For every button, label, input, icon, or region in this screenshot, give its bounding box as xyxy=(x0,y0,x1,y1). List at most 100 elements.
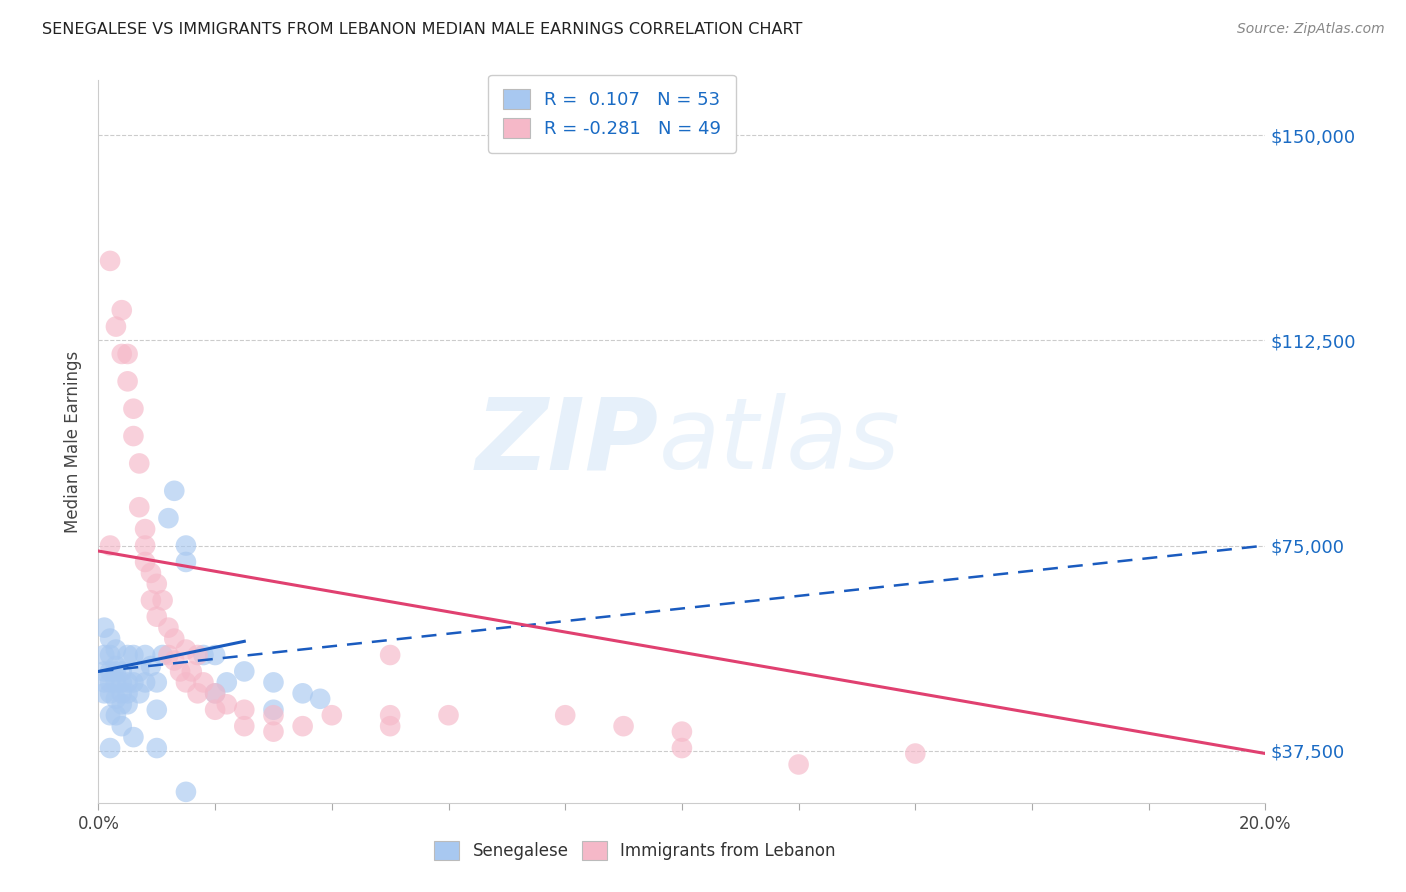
Point xyxy=(122,648,145,662)
Point xyxy=(122,429,145,443)
Point xyxy=(169,665,191,679)
Point xyxy=(93,621,115,635)
Point xyxy=(98,675,121,690)
Point xyxy=(128,686,150,700)
Point xyxy=(98,539,121,553)
Point xyxy=(146,703,169,717)
Text: atlas: atlas xyxy=(658,393,900,490)
Point xyxy=(152,648,174,662)
Point xyxy=(104,319,127,334)
Point xyxy=(291,719,314,733)
Point xyxy=(904,747,927,761)
Point xyxy=(117,675,139,690)
Point xyxy=(117,374,139,388)
Point xyxy=(309,691,332,706)
Point xyxy=(174,539,197,553)
Point xyxy=(146,741,169,756)
Point xyxy=(93,665,115,679)
Point xyxy=(671,724,693,739)
Point xyxy=(612,719,634,733)
Point xyxy=(187,686,209,700)
Point xyxy=(111,675,134,690)
Point xyxy=(174,642,197,657)
Point xyxy=(134,539,156,553)
Point xyxy=(139,593,162,607)
Point xyxy=(117,698,139,712)
Point xyxy=(554,708,576,723)
Point xyxy=(193,648,215,662)
Point xyxy=(163,483,186,498)
Point xyxy=(146,609,169,624)
Point xyxy=(671,741,693,756)
Point xyxy=(111,347,134,361)
Point xyxy=(180,665,202,679)
Point xyxy=(111,686,134,700)
Point xyxy=(104,708,127,723)
Point xyxy=(262,675,284,690)
Point xyxy=(128,500,150,515)
Point xyxy=(98,708,121,723)
Point xyxy=(128,665,150,679)
Point xyxy=(380,708,402,723)
Point xyxy=(146,675,169,690)
Point xyxy=(98,253,121,268)
Point xyxy=(163,632,186,646)
Point xyxy=(380,719,402,733)
Point xyxy=(93,686,115,700)
Point xyxy=(98,741,121,756)
Point xyxy=(93,648,115,662)
Point xyxy=(204,686,226,700)
Legend: Senegalese, Immigrants from Lebanon: Senegalese, Immigrants from Lebanon xyxy=(427,835,842,867)
Point xyxy=(380,648,402,662)
Point xyxy=(204,686,226,700)
Point xyxy=(98,648,121,662)
Point xyxy=(437,708,460,723)
Text: SENEGALESE VS IMMIGRANTS FROM LEBANON MEDIAN MALE EARNINGS CORRELATION CHART: SENEGALESE VS IMMIGRANTS FROM LEBANON ME… xyxy=(42,22,803,37)
Point xyxy=(104,659,127,673)
Point xyxy=(93,675,115,690)
Point xyxy=(187,648,209,662)
Point xyxy=(98,686,121,700)
Point xyxy=(174,785,197,799)
Point xyxy=(122,730,145,744)
Point xyxy=(104,675,127,690)
Point xyxy=(233,665,256,679)
Point xyxy=(134,555,156,569)
Point xyxy=(134,675,156,690)
Point xyxy=(146,577,169,591)
Point xyxy=(215,675,238,690)
Point xyxy=(262,703,284,717)
Point xyxy=(111,303,134,318)
Point xyxy=(104,642,127,657)
Point xyxy=(104,691,127,706)
Point xyxy=(122,675,145,690)
Point xyxy=(174,675,197,690)
Point xyxy=(163,653,186,667)
Point xyxy=(193,675,215,690)
Point xyxy=(117,686,139,700)
Point xyxy=(111,665,134,679)
Y-axis label: Median Male Earnings: Median Male Earnings xyxy=(65,351,83,533)
Point xyxy=(134,648,156,662)
Point xyxy=(117,347,139,361)
Point xyxy=(157,621,180,635)
Point xyxy=(98,665,121,679)
Point xyxy=(157,511,180,525)
Point xyxy=(233,719,256,733)
Point xyxy=(787,757,810,772)
Point xyxy=(291,686,314,700)
Point xyxy=(139,659,162,673)
Point xyxy=(111,719,134,733)
Point xyxy=(152,593,174,607)
Point xyxy=(134,522,156,536)
Point xyxy=(117,648,139,662)
Text: Source: ZipAtlas.com: Source: ZipAtlas.com xyxy=(1237,22,1385,37)
Point xyxy=(128,457,150,471)
Text: ZIP: ZIP xyxy=(475,393,658,490)
Point xyxy=(204,703,226,717)
Point xyxy=(262,724,284,739)
Point xyxy=(233,703,256,717)
Point xyxy=(321,708,343,723)
Point xyxy=(98,632,121,646)
Point xyxy=(262,708,284,723)
